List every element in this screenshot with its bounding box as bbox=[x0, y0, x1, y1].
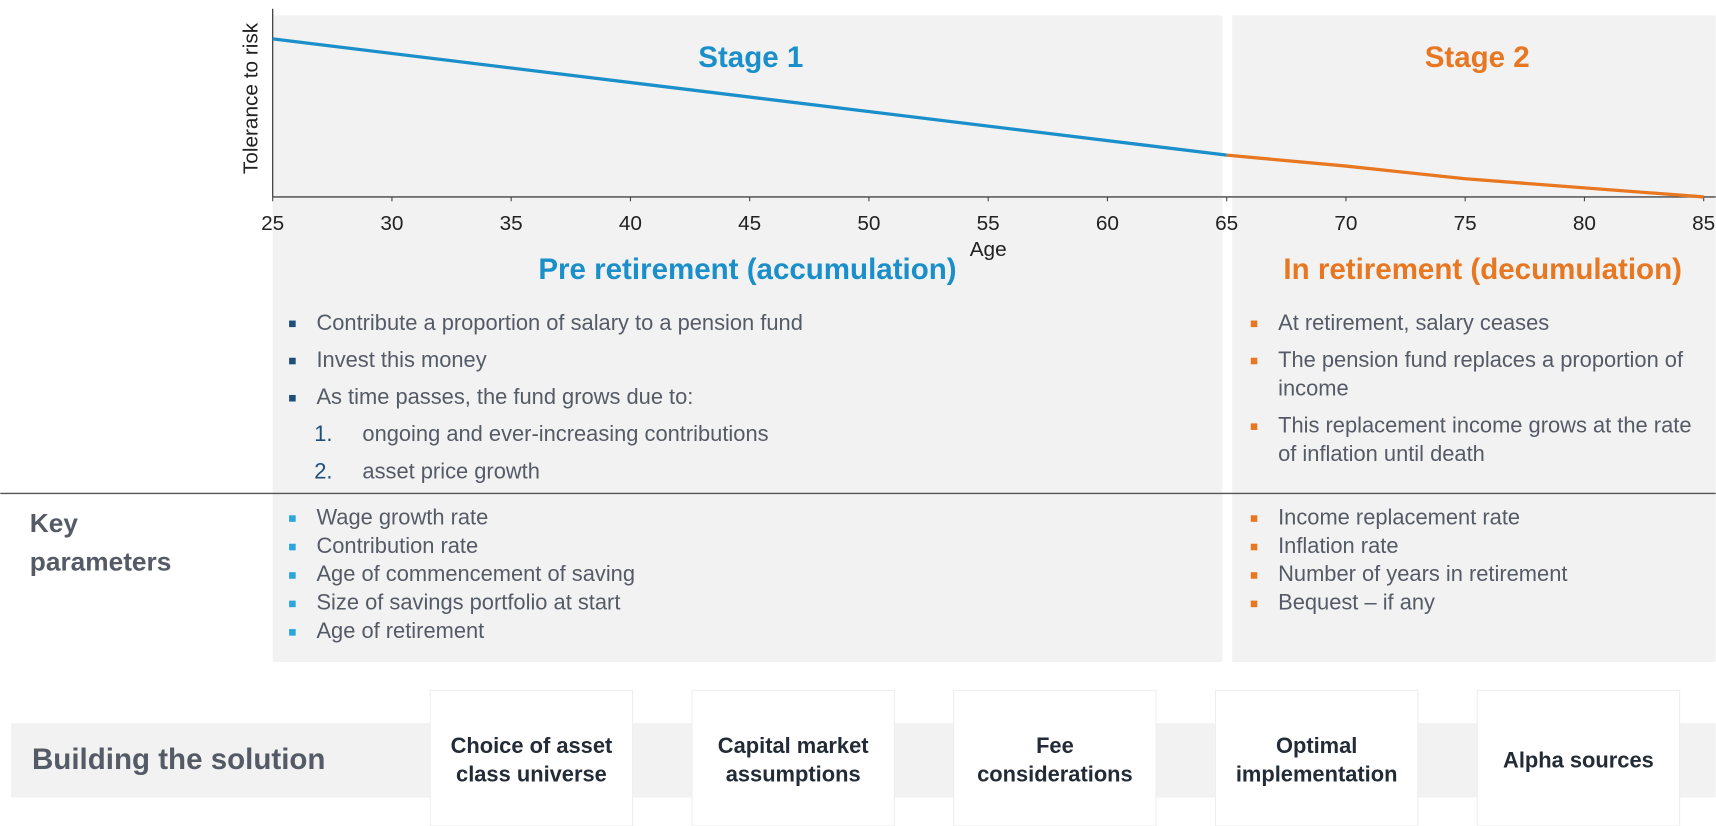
solution-box bbox=[1214, 689, 1419, 826]
solution-box bbox=[1476, 689, 1681, 826]
bullet-marker bbox=[289, 394, 296, 402]
solution-box-label: Capital market assumptions bbox=[718, 733, 869, 786]
x-tick-label: 70 bbox=[1334, 212, 1357, 235]
x-tick-label: 35 bbox=[500, 212, 523, 235]
x-axis-label: Age bbox=[970, 238, 1007, 261]
bullet-marker bbox=[1250, 600, 1258, 608]
x-tick-label: 45 bbox=[738, 212, 761, 235]
bullet-marker bbox=[1250, 543, 1258, 551]
line-series bbox=[1226, 153, 1704, 199]
x-tick-label: 75 bbox=[1454, 212, 1477, 235]
x-tick-label: 50 bbox=[857, 212, 880, 235]
key-parameters-label: Key parameters bbox=[30, 508, 172, 576]
x-tick-label: 25 bbox=[261, 212, 284, 235]
x-tick-label: 40 bbox=[619, 212, 642, 235]
bullet-marker bbox=[1250, 515, 1258, 522]
list-number: 2. bbox=[314, 458, 332, 483]
solution-box-label: Optimal implementation bbox=[1236, 733, 1398, 786]
sub-bullet: asset price growth bbox=[362, 458, 540, 483]
x-tick-label: 85 bbox=[1692, 212, 1715, 235]
parameter: Age of retirement bbox=[316, 618, 484, 643]
x-tick-label: 55 bbox=[977, 212, 1000, 235]
parameter: Income replacement rate bbox=[1278, 504, 1520, 529]
bullet-marker bbox=[1250, 357, 1258, 365]
stage-label: Stage 1 bbox=[698, 41, 803, 74]
bullet: As time passes, the fund grows due to: bbox=[316, 384, 693, 409]
bullet: Contribute a proportion of salary to a p… bbox=[316, 310, 802, 335]
sub-bullet: ongoing and ever-increasing contribution… bbox=[362, 421, 768, 446]
bullet-marker bbox=[289, 357, 296, 365]
bullet: Invest this money bbox=[316, 347, 486, 372]
solution-box-label: Choice of asset class universe bbox=[451, 733, 613, 786]
list-number: 1. bbox=[314, 421, 332, 446]
bullet-marker bbox=[289, 515, 296, 522]
y-axis-label: Tolerance to risk bbox=[239, 22, 262, 174]
bullet-marker bbox=[289, 320, 296, 328]
parameter: Age of commencement of saving bbox=[316, 561, 635, 586]
bullet-marker bbox=[289, 600, 296, 608]
parameter: Wage growth rate bbox=[316, 504, 488, 529]
stage1-panel bbox=[272, 15, 1223, 662]
bullet-marker bbox=[289, 629, 296, 636]
bullet: At retirement, salary ceases bbox=[1278, 310, 1549, 335]
bullet: The pension fund replaces a proportion o… bbox=[1278, 347, 1684, 400]
solution-box bbox=[691, 689, 895, 826]
stage-heading: Pre retirement (accumulation) bbox=[538, 253, 956, 286]
stage-label: Stage 2 bbox=[1425, 41, 1530, 74]
x-tick-label: 60 bbox=[1096, 212, 1119, 235]
solution-box bbox=[953, 689, 1157, 826]
x-tick-label: 65 bbox=[1215, 212, 1238, 235]
x-tick-label: 80 bbox=[1573, 212, 1596, 235]
bullet-marker bbox=[1250, 320, 1258, 328]
parameter: Size of savings portfolio at start bbox=[316, 590, 620, 615]
parameter: Contribution rate bbox=[316, 533, 478, 558]
solution-box bbox=[429, 689, 634, 826]
x-tick-label: 30 bbox=[380, 212, 403, 235]
bullet-marker bbox=[289, 572, 296, 579]
stage-heading: In retirement (decumulation) bbox=[1283, 253, 1682, 286]
bullet-marker bbox=[1250, 423, 1258, 430]
solution-box-label: Alpha sources bbox=[1503, 747, 1654, 772]
bullet-marker bbox=[289, 543, 296, 551]
bullet-marker bbox=[1250, 572, 1258, 579]
parameter: Inflation rate bbox=[1278, 533, 1398, 558]
parameter: Bequest – if any bbox=[1278, 590, 1435, 615]
parameter: Number of years in retirement bbox=[1278, 561, 1567, 586]
stage2-panel bbox=[1232, 15, 1716, 662]
bullet: This replacement income grows at the rat… bbox=[1278, 412, 1691, 465]
building-title: Building the solution bbox=[32, 743, 325, 776]
solution-box-label: Fee considerations bbox=[977, 733, 1133, 786]
line-series bbox=[272, 37, 1227, 157]
